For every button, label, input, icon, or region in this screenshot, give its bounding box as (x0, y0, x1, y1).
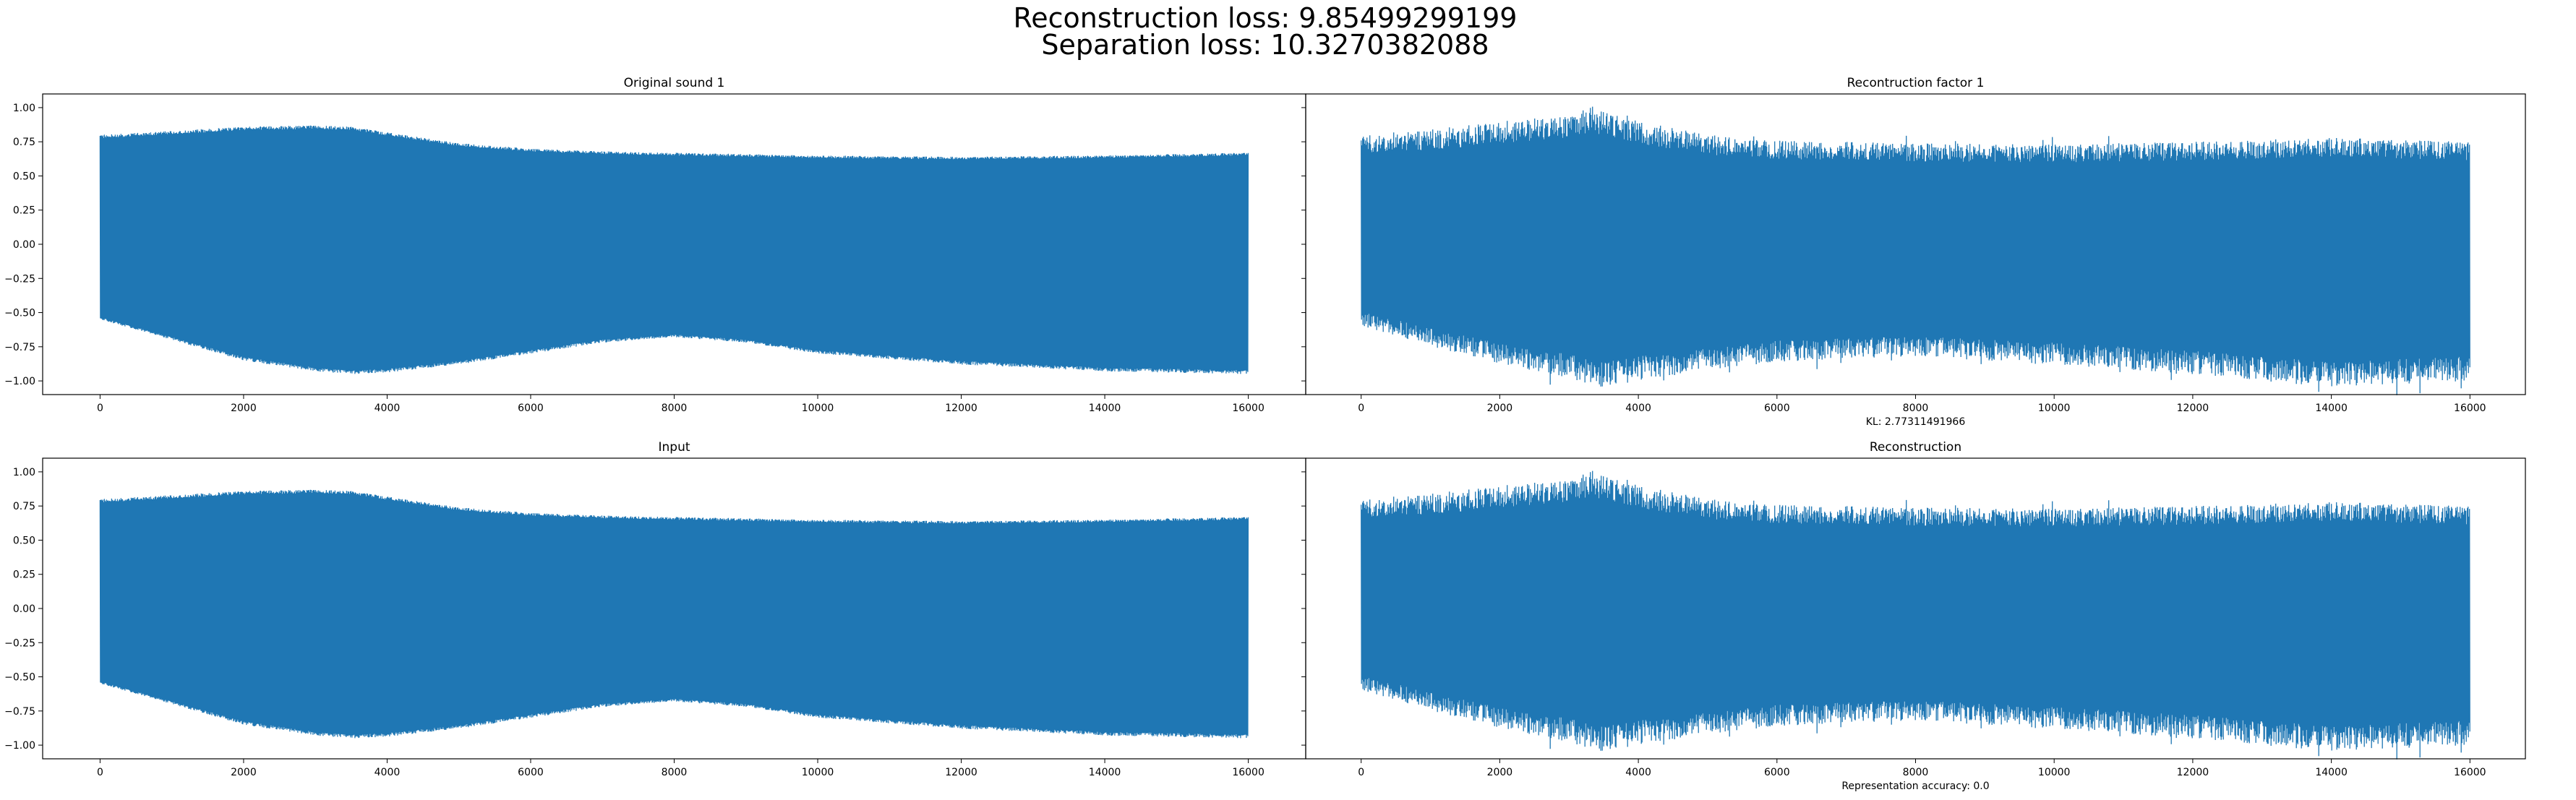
y-tick-label: −0.50 (4, 308, 35, 319)
y-tick-label: 1.00 (13, 103, 35, 114)
subplot-title: Reconstruction (1870, 440, 1961, 455)
x-tick-label: 8000 (1903, 403, 1929, 414)
x-tick-label: 2000 (1487, 767, 1513, 778)
x-tick-label: 2000 (231, 767, 257, 778)
x-tick-label: 6000 (518, 403, 544, 414)
suptitle-line-1: Reconstruction loss: 9.85499299199 (1014, 2, 1518, 34)
x-axis-label: Representation accuracy: 0.0 (1841, 780, 1989, 792)
waveform-series-line (99, 489, 1249, 739)
y-tick-label: 0.75 (13, 501, 35, 512)
x-tick-label: 4000 (375, 403, 401, 414)
y-tick-label: 0.50 (13, 535, 35, 546)
x-tick-label: 14000 (1089, 403, 1121, 414)
x-tick-label: 12000 (945, 767, 977, 778)
subplot-reconstruction: 0 2000 4000 6000 8000 10000 12000 14000 16000 Rec… (1301, 440, 2526, 792)
x-tick-label: 2000 (1487, 403, 1513, 414)
y-tick-label: 1.00 (13, 467, 35, 478)
x-tick-label: 0 (97, 767, 103, 778)
x-tick-label: 6000 (1764, 403, 1790, 414)
x-tick-label: 8000 (1903, 767, 1929, 778)
x-tick-label: 10000 (2038, 767, 2071, 778)
y-tick-label: 0.75 (13, 137, 35, 148)
x-tick-label: 0 (97, 403, 103, 414)
y-tick-label: 0.00 (13, 603, 35, 615)
x-tick-label: 16000 (2454, 403, 2486, 414)
x-tick-label: 6000 (518, 767, 544, 778)
y-tick-label: 0.25 (13, 205, 35, 217)
x-tick-label: 6000 (1764, 767, 1790, 778)
x-tick-label: 14000 (2315, 403, 2348, 414)
x-tick-label: 16000 (1232, 403, 1265, 414)
subplot-original-sound-1: 0 2000 4000 6000 8000 10000 12000 14000 16000 1.0… (4, 76, 1306, 414)
x-tick-label: 8000 (662, 403, 688, 414)
waveform-series-line (99, 125, 1249, 374)
x-tick-label: 14000 (1089, 767, 1121, 778)
waveform-series-line (1361, 470, 2470, 760)
subplot-title: Original sound 1 (624, 76, 725, 90)
y-tick-label: 0.00 (13, 239, 35, 251)
y-tick-label: −0.25 (4, 637, 35, 649)
x-tick-label: 14000 (2315, 767, 2348, 778)
y-tick-label: −0.50 (4, 672, 35, 684)
x-tick-label: 12000 (945, 403, 977, 414)
x-tick-label: 12000 (2177, 767, 2209, 778)
x-axis-label: KL: 2.77311491966 (1866, 416, 1966, 428)
suptitle-line-2: Separation loss: 10.3270382088 (1041, 29, 1489, 61)
x-tick-label: 0 (1358, 403, 1364, 414)
y-tick-label: −1.00 (4, 740, 35, 752)
subplot-title: Recontruction factor 1 (1847, 76, 1985, 90)
y-tick-label: 0.25 (13, 569, 35, 581)
x-tick-label: 10000 (2038, 403, 2071, 414)
x-tick-label: 8000 (662, 767, 688, 778)
x-tick-label: 10000 (802, 767, 834, 778)
x-tick-label: 10000 (802, 403, 834, 414)
x-tick-label: 12000 (2177, 403, 2209, 414)
waveform-series-line (1361, 106, 2470, 395)
x-tick-label: 16000 (2454, 767, 2486, 778)
y-tick-label: 0.50 (13, 171, 35, 182)
y-tick-label: −0.75 (4, 706, 35, 718)
x-tick-label: 2000 (231, 403, 257, 414)
x-tick-label: 16000 (1232, 767, 1265, 778)
x-tick-label: 4000 (375, 767, 401, 778)
y-tick-label: −1.00 (4, 376, 35, 387)
x-tick-label: 4000 (1625, 767, 1651, 778)
x-tick-label: 4000 (1625, 403, 1651, 414)
x-tick-label: 0 (1358, 767, 1364, 778)
subplot-title: Input (658, 440, 690, 455)
subplot-input: 0 2000 4000 6000 8000 10000 12000 14000 16000 1.0… (4, 440, 1306, 778)
y-tick-label: −0.75 (4, 342, 35, 353)
subplot-reconstruction-factor-1: 0 2000 4000 6000 8000 10000 12000 14000 16000 Rec… (1301, 76, 2526, 428)
y-tick-label: −0.25 (4, 273, 35, 285)
